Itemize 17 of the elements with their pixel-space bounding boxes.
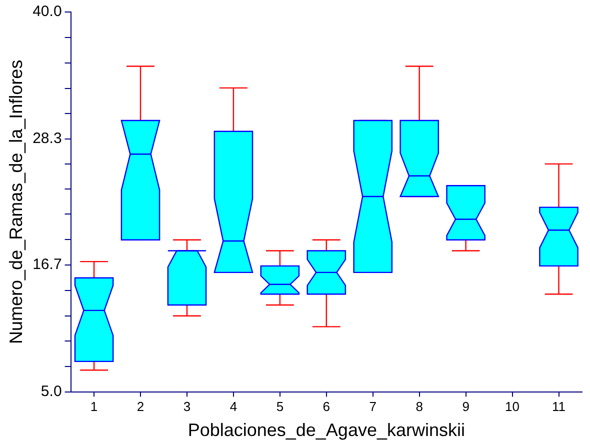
x-tick-label: 4: [230, 399, 238, 414]
x-tick-label: 9: [462, 399, 470, 414]
x-tick-label: 2: [136, 399, 144, 414]
x-tick-label: 7: [369, 399, 376, 414]
x-axis-title: Poblaciones_de_Agave_karwinskii: [188, 420, 465, 440]
y-tick-label: 16.7: [32, 256, 62, 273]
x-tick-label: 11: [552, 399, 566, 414]
y-axis-title: Numero_de_Ramas_de_la_Inflores: [6, 60, 26, 344]
x-tick-label: 5: [276, 399, 284, 414]
x-tick-label: 1: [90, 399, 98, 414]
y-tick-label: 40.0: [32, 3, 62, 20]
x-tick-label: 8: [416, 399, 423, 414]
x-tick-label: 6: [322, 399, 330, 414]
x-tick-label: 3: [183, 399, 191, 414]
x-tick-label: 10: [505, 399, 520, 414]
y-tick-label: 5.0: [40, 382, 62, 400]
y-tick-label: 28.3: [32, 130, 62, 148]
